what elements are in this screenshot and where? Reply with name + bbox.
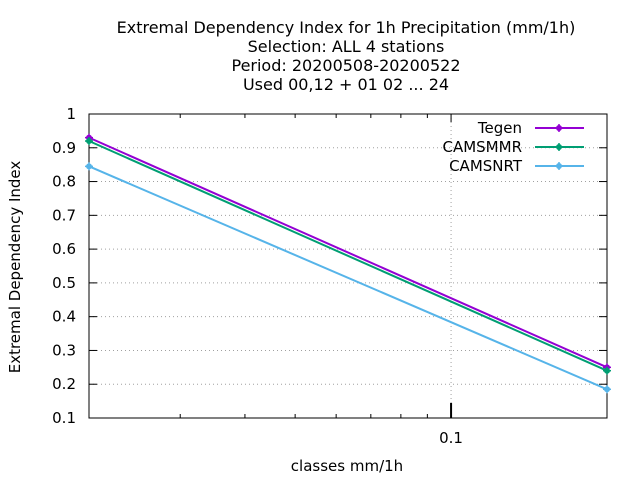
title-line-2: Selection: ALL 4 stations (248, 37, 445, 56)
legend-label-camsmmr: CAMSMMR (442, 138, 522, 156)
y-axis-label: Extremal Dependency Index (6, 161, 24, 374)
series-camsnrt (85, 162, 611, 394)
legend-label-camsnrt: CAMSNRT (449, 157, 523, 175)
series-camsmmr (85, 137, 611, 375)
title-line-1: Extremal Dependency Index for 1h Precipi… (117, 18, 576, 37)
y-tick-label: 0.1 (52, 409, 76, 427)
x-axis-ticks: 0.1 (179, 114, 463, 447)
legend-item-tegen: Tegen (477, 119, 584, 137)
y-tick-label: 0.7 (52, 206, 76, 224)
chart-title: Extremal Dependency Index for 1h Precipi… (117, 18, 576, 94)
y-tick-label: 0.3 (52, 341, 76, 359)
series-line-tegen (88, 136, 608, 369)
y-axis-ticks: 0.1 0.2 0.3 0.4 0.5 0.6 0.7 0.8 0.9 1 (52, 105, 607, 427)
series-line-camsnrt (88, 165, 608, 391)
legend-marker-camsmmr (555, 143, 563, 151)
plot-frame (88, 113, 608, 419)
x-axis-label: classes mm/1h (291, 457, 403, 475)
y-tick-label: 0.9 (52, 139, 76, 157)
series-tegen (85, 133, 611, 372)
legend-label-tegen: Tegen (477, 119, 522, 137)
y-tick-label: 0.5 (52, 274, 76, 292)
y-tick-label: 0.2 (52, 375, 76, 393)
series-line-camsmmr (88, 140, 608, 372)
x-tick-label: 0.1 (439, 429, 463, 447)
title-line-3: Period: 20200508-20200522 (231, 56, 460, 75)
title-line-4: Used 00,12 + 01 02 ... 24 (243, 75, 449, 94)
grid (89, 114, 607, 418)
data-point-camsmmr (85, 137, 93, 146)
data-series (85, 133, 611, 394)
legend-marker-camsnrt (555, 162, 563, 170)
data-point-camsnrt (85, 162, 93, 171)
y-tick-label: 1 (66, 105, 76, 123)
y-tick-label: 0.8 (52, 173, 76, 191)
legend-item-camsnrt: CAMSNRT (449, 157, 584, 175)
y-tick-label: 0.6 (52, 240, 76, 258)
data-point-camsmmr (603, 366, 611, 375)
legend-item-camsmmr: CAMSMMR (442, 138, 584, 156)
y-tick-label: 0.4 (52, 308, 76, 326)
data-point-camsnrt (603, 385, 611, 394)
legend-marker-tegen (555, 124, 563, 132)
